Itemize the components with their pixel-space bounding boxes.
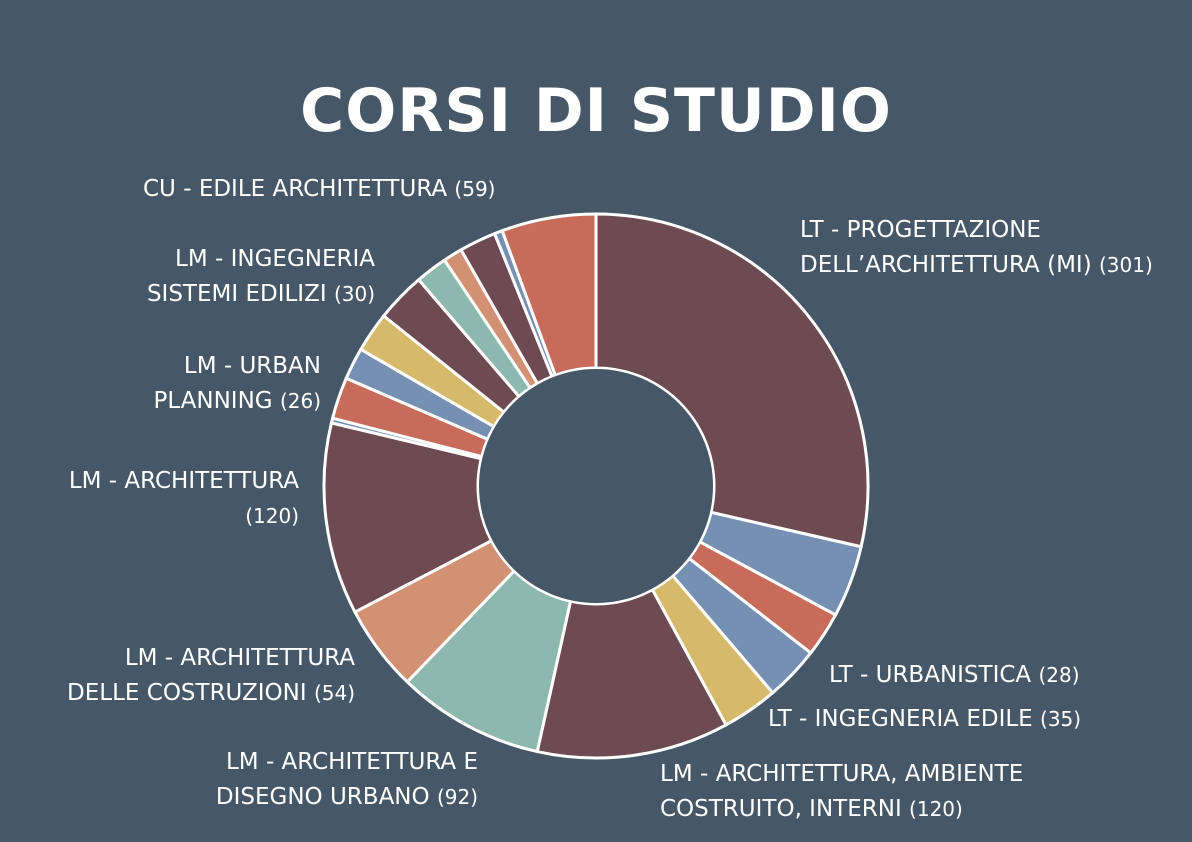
slice-0 <box>594 212 870 549</box>
label-lm-sistemi-edilizi-line2: SISTEMI EDILIZI <box>146 281 327 307</box>
label-lm-costruzioni: LM - ARCHITETTURA DELLE COSTRUZIONI (54) <box>67 641 355 711</box>
label-lt-ingegneria-edile: LT - INGEGNERIA EDILE (35) <box>768 702 1081 737</box>
slice-18 <box>500 212 598 377</box>
label-lm-disegno-urbano: LM - ARCHITETTURA E DISEGNO URBANO (92) <box>216 745 478 815</box>
label-lm-sistemi-edilizi: LM - INGEGNERIA SISTEMI EDILIZI (30) <box>147 242 375 312</box>
label-lm-disegno-urbano-line2: DISEGNO URBANO <box>215 784 430 810</box>
label-lt-urbanistica-count: (28) <box>1038 663 1080 687</box>
label-lt-urbanistica-line1: LT - URBANISTICA <box>829 662 1032 688</box>
label-lt-progettazione-line2: DELL’ARCHITETTURA (MI) <box>800 252 1092 278</box>
label-lm-urban-planning-count: (26) <box>279 389 321 413</box>
slice-5 <box>535 588 728 760</box>
label-lm-disegno-urbano-line1: LM - ARCHITETTURA E <box>225 749 478 775</box>
label-cu-edile: CU - EDILE ARCHITETTURA (59) <box>143 172 495 207</box>
label-lm-ambiente-costruito-line2: COSTRUITO, INTERNI <box>660 796 902 822</box>
label-lm-sistemi-edilizi-count: (30) <box>333 282 375 306</box>
label-lt-progettazione: LT - PROGETTAZIONE DELL’ARCHITETTURA (MI… <box>800 213 1153 283</box>
label-cu-edile-count: (59) <box>454 177 496 201</box>
label-lm-ambiente-costruito-line1: LM - ARCHITETTURA, AMBIENTE <box>660 761 1024 787</box>
chart-title: CORSI DI STUDIO <box>300 76 892 146</box>
label-lm-urban-planning-line1: LM - URBAN <box>183 353 321 379</box>
label-lm-sistemi-edilizi-line1: LM - INGEGNERIA <box>175 246 375 272</box>
label-lt-progettazione-count: (301) <box>1098 253 1153 277</box>
label-lt-ingegneria-edile-count: (35) <box>1040 707 1082 731</box>
label-lm-costruzioni-count: (54) <box>313 681 355 705</box>
label-lm-urban-planning-line2: PLANNING <box>153 388 273 414</box>
label-lm-urban-planning: LM - URBAN PLANNING (26) <box>153 349 321 419</box>
label-lm-architettura-line1: LM - ARCHITETTURA <box>68 468 299 494</box>
label-lt-urbanistica: LT - URBANISTICA (28) <box>829 658 1080 693</box>
label-lm-costruzioni-line2: DELLE COSTRUZIONI <box>67 680 307 706</box>
label-lt-ingegneria-edile-line1: LT - INGEGNERIA EDILE <box>768 706 1033 732</box>
label-lm-disegno-urbano-count: (92) <box>436 785 478 809</box>
label-lm-architettura-count: (120) <box>245 504 299 528</box>
label-lm-ambiente-costruito: LM - ARCHITETTURA, AMBIENTE COSTRUITO, I… <box>660 757 1023 827</box>
label-cu-edile-line1: CU - EDILE ARCHITETTURA <box>143 176 448 202</box>
label-lt-progettazione-line1: LT - PROGETTAZIONE <box>800 217 1041 243</box>
label-lm-ambiente-costruito-count: (120) <box>909 797 963 821</box>
label-lm-architettura: LM - ARCHITETTURA (120) <box>69 464 299 534</box>
label-lm-costruzioni-line1: LM - ARCHITETTURA <box>124 645 355 671</box>
slice-8 <box>322 421 493 614</box>
donut-hole <box>479 369 713 603</box>
